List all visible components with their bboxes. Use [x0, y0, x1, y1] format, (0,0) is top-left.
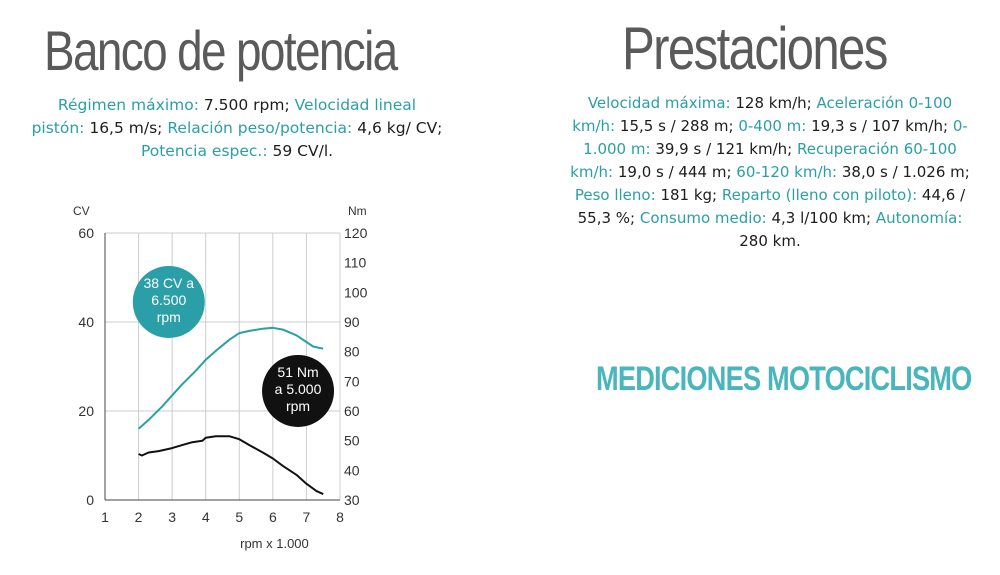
- spec-label: Consumo medio:: [639, 209, 767, 227]
- power-peak-label: rpm: [157, 309, 181, 325]
- spec-value: 16,5 m/s;: [89, 119, 163, 137]
- power-peak-bubble: [132, 265, 205, 338]
- x-axis-label: rpm x 1.000: [240, 536, 309, 551]
- y-tick-label-left: 40: [78, 314, 94, 330]
- y-tick-label-right: 80: [344, 344, 360, 360]
- banco-specs: Régimen máximo: 7.500 rpm; Velocidad lin…: [30, 94, 444, 163]
- spec-value: 59 CV/l.: [272, 142, 334, 160]
- y-tick-label-right: 40: [344, 462, 360, 478]
- torque-peak-label: rpm: [286, 398, 310, 414]
- spec-label: Autonomía:: [875, 209, 963, 227]
- spec-label: 0-1.000 m:: [583, 117, 968, 158]
- torque-curve: [138, 435, 324, 496]
- spec-label: Velocidad máxima:: [587, 94, 731, 112]
- x-tick-label: 5: [235, 509, 243, 525]
- y-tick-label-left: 60: [78, 225, 94, 241]
- spec-value: 181 kg;: [660, 186, 718, 204]
- spec-label: Velocidad lineal pistón:: [31, 96, 417, 137]
- x-tick-label: 2: [135, 509, 143, 525]
- spec-value: 38,0 s / 1.026 m;: [841, 163, 970, 181]
- banco-title: Banco de potencia: [44, 19, 398, 82]
- spec-label: Relación peso/potencia:: [167, 119, 353, 137]
- spec-value: 4,3 l/100 km;: [771, 209, 872, 227]
- spec-label: 0-400 m:: [738, 117, 807, 135]
- spec-label: 60-120 km/h:: [736, 163, 838, 181]
- y-tick-label-right: 100: [344, 284, 368, 300]
- x-tick-label: 4: [202, 509, 210, 525]
- x-tick-label: 6: [269, 509, 277, 525]
- y-tick-label-right: 120: [344, 225, 368, 241]
- x-tick-label: 7: [303, 509, 311, 525]
- spec-value: 128 km/h;: [735, 94, 812, 112]
- torque-peak-bubble: [262, 354, 335, 427]
- spec-value: 7.500 rpm;: [203, 96, 290, 114]
- prestaciones-title: Prestaciones: [622, 15, 888, 82]
- spec-label: Potencia espec.:: [140, 142, 268, 160]
- y-tick-label-right: 50: [344, 433, 360, 449]
- x-tick-label: 1: [101, 509, 109, 525]
- power-peak-label: 38 CV a: [143, 275, 194, 291]
- mediciones-heading: MEDICIONES MOTOCICLISMO: [596, 360, 972, 398]
- prestaciones-specs: Velocidad máxima: 128 km/h; Aceleración …: [570, 92, 970, 253]
- power-peak-label: 6.500: [151, 292, 186, 308]
- x-tick-label: 8: [336, 509, 344, 525]
- spec-label: Régimen máximo:: [57, 96, 199, 114]
- spec-label: Peso lleno:: [574, 186, 656, 204]
- y-axis-label-right: Nm: [348, 204, 367, 218]
- y-tick-label-right: 70: [344, 373, 360, 389]
- spec-label: Reparto (lleno con piloto):: [721, 186, 918, 204]
- spec-label: Recuperación 60-100 km/h:: [570, 140, 957, 181]
- spec-value: 19,3 s / 107 km/h;: [811, 117, 949, 135]
- y-tick-label-right: 90: [344, 314, 360, 330]
- torque-peak-label: a 5.000: [275, 381, 322, 397]
- dyno-chart: 1 2 3 4 5 6 7 8020406030405060708090100110120CV…: [73, 204, 368, 551]
- torque-peak-label: 51 Nm: [277, 364, 318, 380]
- spec-value: 19,0 s / 444 m;: [617, 163, 732, 181]
- y-tick-label-right: 110: [344, 255, 367, 271]
- spec-value: 4,6 kg/ CV;: [357, 119, 443, 137]
- spec-value: 280 km.: [739, 232, 801, 250]
- y-tick-label-right: 30: [344, 492, 360, 508]
- y-tick-label-left: 0: [86, 492, 94, 508]
- spec-value: 39,9 s / 121 km/h;: [655, 140, 793, 158]
- x-tick-label: 3: [168, 509, 176, 525]
- y-axis-label-left: CV: [73, 204, 90, 218]
- power-curve: [137, 326, 324, 430]
- spec-value: 44,6 / 55,3 %;: [577, 186, 966, 227]
- spec-value: 15,5 s / 288 m;: [619, 117, 734, 135]
- spec-label: Aceleración 0-100 km/h:: [572, 94, 953, 135]
- y-tick-label-left: 20: [78, 403, 94, 419]
- y-tick-label-right: 60: [344, 403, 360, 419]
